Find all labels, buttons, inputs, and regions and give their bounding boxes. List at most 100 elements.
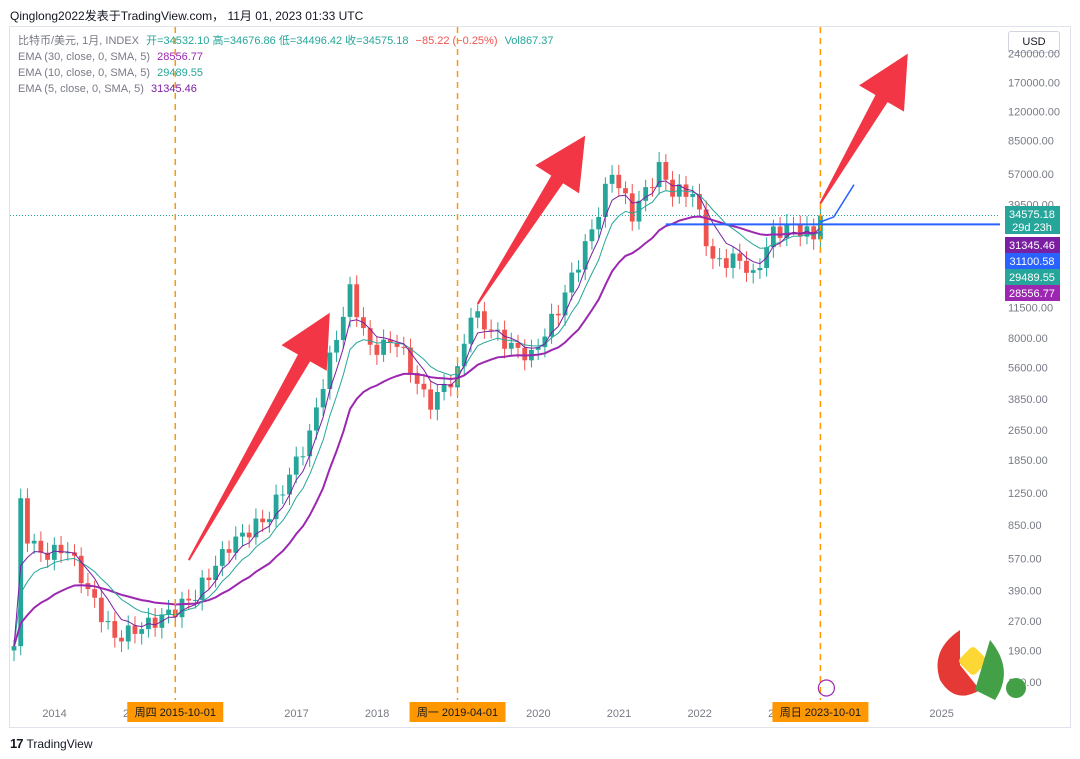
- vertical-marker-label-bg: [772, 702, 869, 722]
- candle-body: [280, 494, 286, 496]
- legend-ema10-value: 29489.55: [157, 67, 204, 79]
- projection-arrow: [820, 184, 855, 223]
- candle-body: [132, 625, 138, 634]
- candle-body: [683, 184, 689, 197]
- vertical-marker-label-bg: [409, 702, 506, 722]
- y-tick-label: 85000.00: [1008, 135, 1054, 147]
- candle-body: [105, 621, 111, 623]
- candle-body: [710, 246, 716, 259]
- candle-body: [233, 536, 239, 553]
- candle-body: [777, 226, 783, 238]
- legend-symbol-row: 比特币/美元, 1月, INDEX 开=34532.10 高=34676.86 …: [18, 33, 554, 49]
- candle-body: [703, 209, 709, 247]
- candle-body: [542, 336, 548, 348]
- legend-ema10-row[interactable]: EMA (10, close, 0, SMA, 5) 29489.55: [18, 65, 554, 81]
- candle-body: [186, 598, 192, 601]
- chart-legend: 比特币/美元, 1月, INDEX 开=34532.10 高=34676.86 …: [18, 33, 554, 97]
- legend-ema5-row[interactable]: EMA (5, close, 0, SMA, 5) 31345.46: [18, 81, 554, 97]
- candle-body: [717, 258, 722, 260]
- candle-body: [455, 366, 460, 388]
- trend-arrow: [476, 135, 586, 305]
- footer-brand-label: TradingView: [26, 736, 93, 751]
- price-badge: [1005, 285, 1060, 301]
- candle-body: [730, 253, 736, 268]
- candle-body: [589, 229, 595, 242]
- price-badge: [1005, 269, 1060, 285]
- y-tick-label: 3850.00: [1008, 394, 1048, 406]
- candle-body: [535, 347, 541, 350]
- candle-body: [502, 329, 507, 349]
- candle-body: [697, 193, 702, 210]
- vertical-marker-label: 周四 2015-10-01: [135, 706, 216, 719]
- candle-body: [11, 646, 17, 651]
- candle-body: [629, 193, 635, 222]
- legend-symbol[interactable]: 比特币/美元, 1月, INDEX: [18, 35, 140, 47]
- candle-body: [482, 311, 487, 330]
- x-tick-label: 2022: [687, 708, 711, 720]
- candle-body: [441, 384, 447, 393]
- legend-change: −85.22 (−0.25%): [415, 35, 498, 47]
- candle-body: [206, 577, 212, 581]
- candle-body: [723, 258, 729, 268]
- candle-body: [25, 498, 30, 544]
- ema-10-line: [13, 189, 821, 647]
- candle-body: [139, 629, 145, 634]
- candle-body: [784, 224, 790, 238]
- y-tick-label: 570.00: [1008, 554, 1042, 566]
- candle-body: [51, 544, 57, 560]
- y-tick-label: 190.00: [1008, 645, 1042, 657]
- y-tick-label: 170000.00: [1008, 77, 1060, 89]
- candle-body: [72, 552, 77, 556]
- price-badge-label: 34575.18: [1009, 209, 1055, 221]
- price-badge-label: 28556.77: [1009, 288, 1055, 300]
- legend-ema5-value: 31345.46: [151, 83, 197, 95]
- candle-body: [307, 430, 313, 457]
- candle-body: [414, 372, 420, 384]
- candle-body: [582, 241, 588, 270]
- tradingview-logo-icon: 17: [10, 736, 24, 751]
- candle-body: [495, 329, 501, 331]
- candle-body: [562, 292, 568, 316]
- candle-body: [555, 313, 561, 316]
- candle-body: [287, 474, 292, 495]
- candle-body: [273, 494, 279, 520]
- price-badge: [1005, 253, 1060, 269]
- candle-body: [213, 565, 218, 581]
- candle-body: [468, 317, 474, 344]
- legend-ema30-label: EMA (30, close, 0, SMA, 5): [18, 51, 151, 63]
- x-tick-label: 2014: [42, 708, 66, 720]
- legend-volume: Vol867.37: [504, 35, 554, 47]
- candle-body: [434, 392, 440, 410]
- candle-body: [347, 284, 353, 317]
- candle-body: [38, 540, 44, 553]
- candle-body: [226, 549, 232, 553]
- candle-body: [394, 343, 400, 347]
- candle-body: [522, 347, 528, 361]
- candle-body: [690, 193, 696, 197]
- candle-body: [152, 617, 158, 628]
- legend-ema5-label: EMA (5, close, 0, SMA, 5): [18, 83, 144, 95]
- candle-body: [65, 552, 71, 554]
- candle-body: [408, 347, 413, 373]
- trend-arrow: [187, 312, 330, 561]
- candle-body: [18, 498, 24, 647]
- currency-button[interactable]: USD: [1008, 31, 1060, 53]
- candle-body: [354, 284, 360, 318]
- price-badge-label: 31345.46: [1009, 240, 1055, 252]
- y-tick-label: 240000.00: [1008, 49, 1060, 61]
- trend-arrow: [819, 53, 908, 204]
- candle-body: [31, 540, 37, 544]
- candle-body: [623, 188, 628, 194]
- candle-body: [240, 532, 245, 537]
- candle-body: [401, 346, 407, 348]
- y-tick-label: 850.00: [1008, 520, 1042, 532]
- candle-body: [300, 456, 306, 458]
- candle-body: [475, 311, 481, 318]
- candle-body: [744, 260, 749, 273]
- legend-ema30-row[interactable]: EMA (30, close, 0, SMA, 5) 28556.77: [18, 49, 554, 65]
- candle-body: [219, 549, 225, 566]
- candle-body: [461, 343, 467, 367]
- ema-30-line: [13, 215, 821, 647]
- candle-body: [656, 162, 662, 188]
